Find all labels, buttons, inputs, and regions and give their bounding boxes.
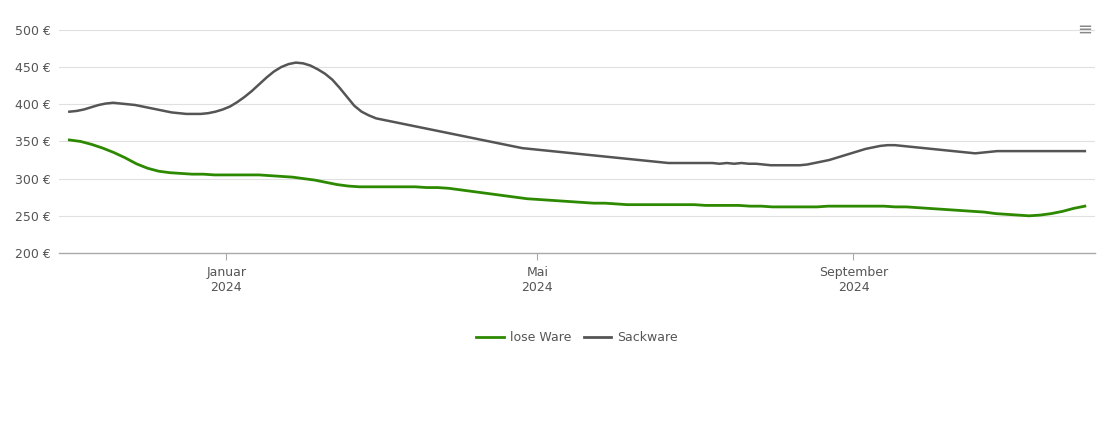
Text: ≡: ≡: [1077, 21, 1092, 39]
Legend: lose Ware, Sackware: lose Ware, Sackware: [471, 326, 683, 349]
